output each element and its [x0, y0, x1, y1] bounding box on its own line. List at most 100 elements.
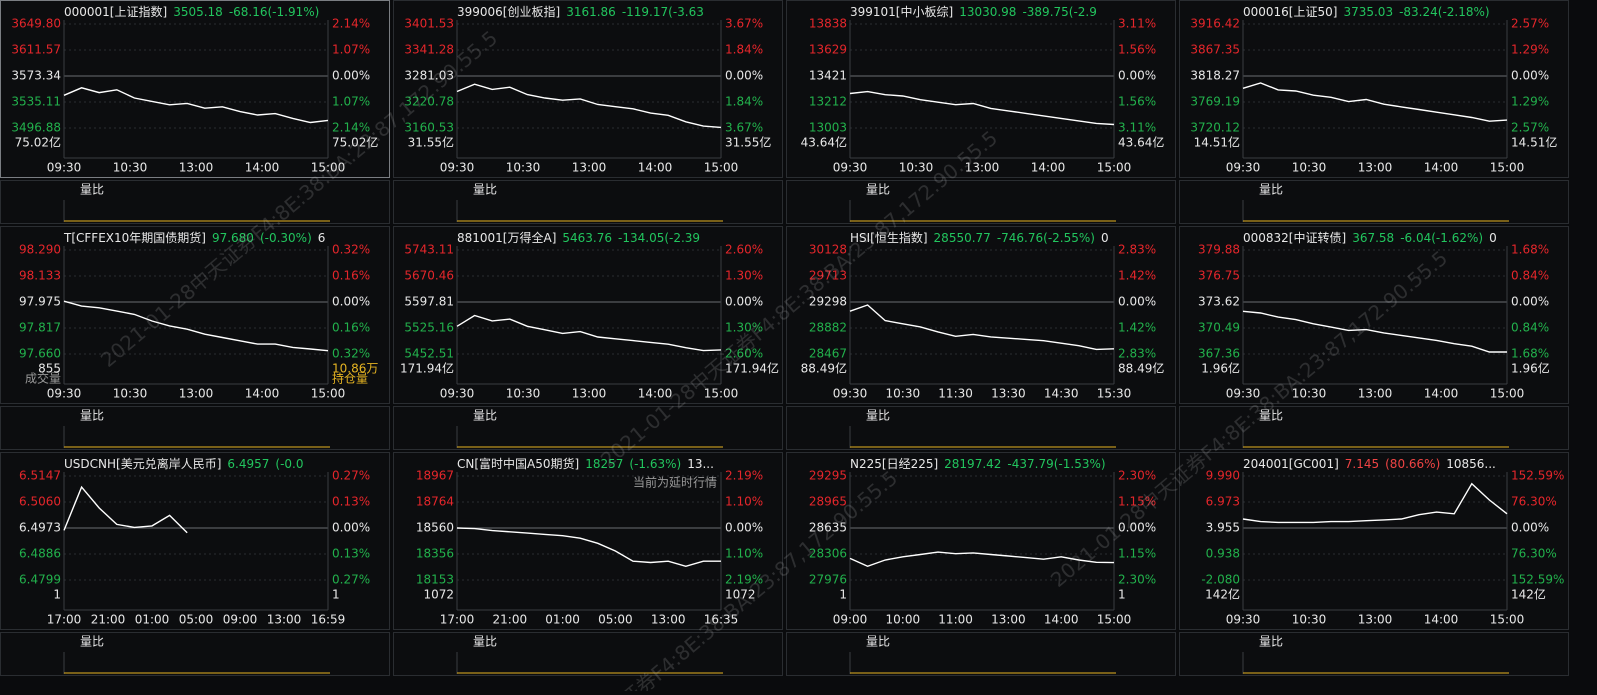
ratio-panel: [0, 632, 390, 676]
y-label: 373.62: [1198, 295, 1240, 309]
y-label: 3535.11: [11, 95, 61, 109]
y-label: 18967: [416, 469, 454, 483]
pct-label: 1.42%: [1118, 269, 1156, 283]
y-label: 6.973: [1206, 495, 1240, 509]
x-tick-label: 15:00: [1490, 613, 1525, 627]
y-label: 3496.88: [11, 121, 61, 135]
y-label: 6.4886: [19, 547, 61, 561]
pct-label: 1.84%: [725, 95, 763, 109]
price-line: [849, 304, 1115, 351]
price: 3505.18: [173, 5, 223, 19]
extra: 0: [1489, 231, 1497, 245]
pct-label: 2.57%: [1511, 121, 1549, 135]
panel-header: 000832[中证转债] 367.58 -6.04(-1.62%) 0: [1243, 230, 1497, 245]
code: HSI[恒生指数]: [850, 230, 928, 245]
x-tick-label: 10:30: [886, 387, 921, 401]
pct-label: 2.14%: [332, 17, 370, 31]
volume-label: 10.86万: [332, 362, 378, 376]
pct-label: 1.29%: [1511, 43, 1549, 57]
y-label: -2.080: [1201, 573, 1240, 587]
pct-label: 1.30%: [725, 321, 763, 335]
y-label: 13421: [809, 69, 847, 83]
pct-label: 2.30%: [1118, 573, 1156, 587]
volume-label: 1.96亿: [1511, 361, 1550, 376]
y-label: 3573.34: [11, 69, 61, 83]
x-tick-label: 13:00: [179, 161, 214, 175]
chart-panel: [0, 452, 390, 630]
pct-label: 0.00%: [725, 69, 763, 83]
chart-panel: [786, 452, 1176, 630]
volume-label: 31.55亿: [408, 135, 454, 150]
ratio-label: 量比: [866, 635, 890, 649]
pct-label: 3.67%: [725, 17, 763, 31]
price-line: [1242, 82, 1508, 122]
pct-label: 0.32%: [332, 243, 370, 257]
price: 3735.03: [1343, 5, 1393, 19]
x-tick-label: 15:00: [704, 161, 739, 175]
y-label: 13212: [809, 95, 847, 109]
pct-label: 0.27%: [332, 469, 370, 483]
volume-label: 43.64亿: [801, 135, 847, 150]
volume-label: 14.51亿: [1511, 135, 1557, 150]
x-tick-label: 05:00: [179, 613, 214, 627]
y-label: 3220.78: [404, 95, 454, 109]
x-tick-label: 17:00: [47, 613, 82, 627]
pct-label: 0.00%: [1511, 521, 1549, 535]
y-label: 5743.11: [404, 243, 454, 257]
x-tick-label: 13:00: [991, 613, 1026, 627]
price-line: [456, 527, 721, 568]
code: T[CFFEX10年期国债期货]: [63, 230, 206, 245]
price-line: [63, 87, 329, 124]
price: 6.4957: [227, 457, 269, 471]
chart-panel: [1179, 452, 1569, 630]
price-line: [849, 90, 1115, 126]
x-tick-label: 11:30: [938, 387, 973, 401]
ratio-label: 量比: [1259, 183, 1283, 197]
ratio-panel: [786, 180, 1176, 224]
y-label: 5452.51: [404, 347, 454, 361]
x-tick-label: 15:00: [704, 387, 739, 401]
extra: 10856...: [1446, 457, 1496, 471]
pct-label: 2.83%: [1118, 347, 1156, 361]
code: N225[日经225]: [850, 457, 938, 471]
pct-label: 3.11%: [1118, 17, 1156, 31]
x-tick-label: 14:00: [638, 387, 673, 401]
code: 000016[上证50]: [1243, 5, 1337, 19]
panel-header: 399006[创业板指] 3161.86 -119.17(-3.63: [457, 4, 704, 19]
x-tick-label: 14:00: [245, 387, 280, 401]
y-label: 28635: [809, 521, 847, 535]
x-tick-label: 15:00: [1490, 161, 1525, 175]
volume-label: 1: [839, 588, 847, 602]
y-label: 6.5147: [19, 469, 61, 483]
volume-label: 1072: [725, 588, 756, 602]
y-label: 9.990: [1206, 469, 1240, 483]
x-tick-label: 14:30: [1044, 387, 1079, 401]
y-label: 98.133: [19, 269, 61, 283]
pct-label: 2.60%: [725, 243, 763, 257]
code: 399006[创业板指]: [457, 4, 560, 19]
x-tick-label: 10:30: [1292, 161, 1327, 175]
ratio-label: 量比: [80, 409, 104, 423]
y-label: 3649.80: [11, 17, 61, 31]
y-label: 13629: [809, 43, 847, 57]
x-tick-label: 13:00: [572, 161, 607, 175]
pct-label: 152.59%: [1511, 573, 1564, 587]
chart-panel: [1179, 0, 1569, 178]
volume-label: 88.49亿: [1118, 361, 1164, 376]
chart-panel: [0, 0, 390, 178]
pct-label: 0.13%: [332, 547, 370, 561]
pct-label: 1.10%: [725, 547, 763, 561]
pct-label: 1.42%: [1118, 321, 1156, 335]
x-tick-label: 10:30: [113, 161, 148, 175]
y-label: 28882: [809, 321, 847, 335]
panel-header: T[CFFEX10年期国债期货] 97.680 (-0.30%) 6: [63, 230, 325, 245]
pct-label: 2.19%: [725, 469, 763, 483]
x-tick-label: 13:30: [991, 387, 1026, 401]
x-tick-label: 13:00: [1358, 387, 1393, 401]
pct-label: 152.59%: [1511, 469, 1564, 483]
pct-label: 0.32%: [332, 347, 370, 361]
x-tick-label: 05:00: [598, 613, 633, 627]
y-label: 27976: [809, 573, 847, 587]
pct-label: 1.84%: [725, 43, 763, 57]
panel-header: 000001[上证指数] 3505.18 -68.16(-1.91%): [64, 4, 319, 19]
